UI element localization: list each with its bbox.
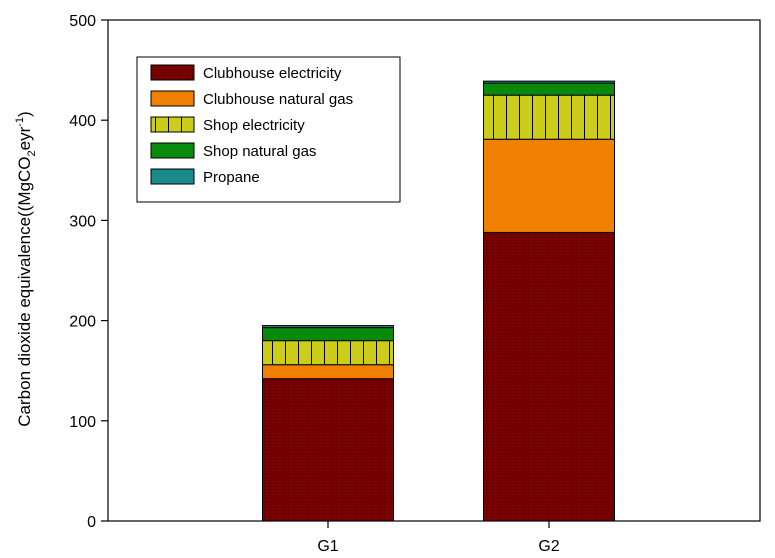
bar-segment-propane [483,80,615,84]
y-tick-label: 100 [69,414,96,431]
y-title-subscript: 2 [26,150,38,156]
legend-swatch [150,142,195,159]
x-axis: G1 G2 [317,521,560,555]
x-tick-label: G2 [538,538,559,555]
bar-segment-clubhouse-natural-gas [262,364,394,380]
plot-frame [107,19,761,522]
legend-swatch [150,64,195,81]
y-tick-label: 200 [69,314,96,331]
y-axis: 0 100 200 300 400 500 [69,13,108,531]
legend-swatch [150,168,195,185]
legend: Clubhouse electricity Clubhouse natural g… [136,56,401,203]
legend-label: Propane [203,169,260,186]
bar-segment-clubhouse-electricity [262,378,394,522]
bar-segment-propane [262,325,394,329]
legend-label: Clubhouse natural gas [203,91,353,108]
y-tick-label: 300 [69,213,96,230]
y-title-mid: eyr [15,126,34,150]
bar-segment-shop-natural-gas [483,82,615,96]
plot-area-border [107,19,761,522]
y-tick-label: 0 [87,514,96,531]
legend-label: Shop natural gas [203,143,316,160]
legend-swatch [150,116,195,133]
bar-segment-clubhouse-electricity [483,231,615,522]
bar-segment-shop-natural-gas [262,327,394,342]
legend-label: Clubhouse electricity [203,65,342,82]
legend-label: Shop electricity [203,117,305,134]
x-tick-label: G1 [317,538,338,555]
bar-segment-shop-electricity [483,94,615,140]
y-axis-title: Carbon dioxide equivalence((MgCO2eyr-1) [14,111,38,426]
y-title-prefix: Carbon dioxide equivalence((MgCO [15,156,34,426]
legend-swatch [150,90,195,107]
bars [262,80,615,522]
y-title-superscript: -1 [14,117,26,127]
bar-segment-clubhouse-natural-gas [483,138,615,233]
y-title-suffix: ) [15,111,34,117]
bar-segment-shop-electricity [262,340,394,366]
y-tick-label: 400 [69,113,96,130]
y-tick-label: 500 [69,13,96,30]
